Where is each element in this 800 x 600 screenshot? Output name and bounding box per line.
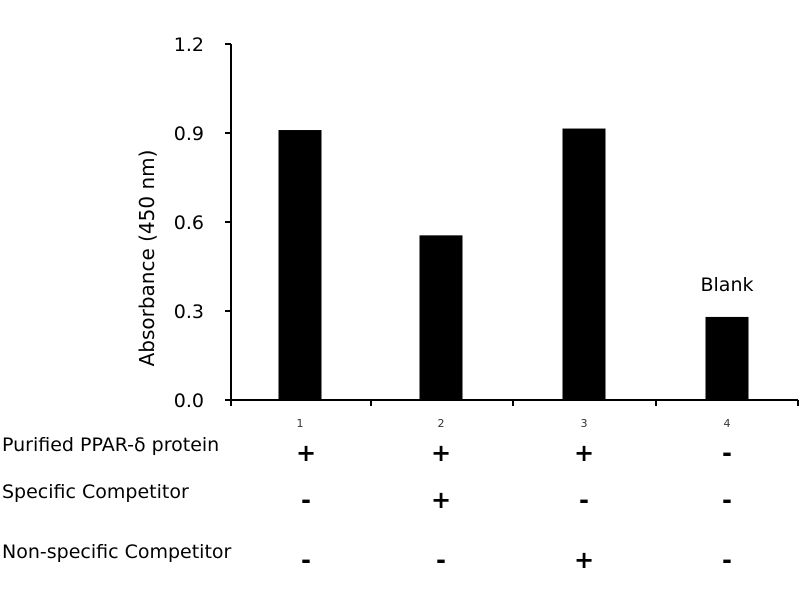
condition-label: Specific Competitor: [2, 481, 189, 503]
condition-label: Purified PPAR-δ protein: [2, 434, 219, 456]
y-tick-label: 0.6: [174, 212, 204, 234]
x-tick-label: 3: [581, 417, 588, 430]
condition-sign: -: [301, 546, 311, 574]
condition-sign: -: [579, 486, 589, 514]
y-tick-label: 1.2: [174, 34, 204, 56]
bar-3: [562, 128, 606, 401]
y-tick-label: 0.9: [174, 123, 204, 145]
bar-4: [705, 316, 749, 400]
condition-sign: -: [436, 546, 446, 574]
x-tick-label: 2: [438, 417, 445, 430]
y-tick-label: 0.3: [174, 301, 204, 323]
condition-table: Purified PPAR-δ protein + + + - Specific Comp…: [2, 434, 732, 574]
y-tick-label: 0.0: [174, 390, 204, 412]
bar-1: [278, 130, 322, 401]
y-axis-label: Absorbance (450 nm): [135, 150, 159, 367]
condition-sign: +: [431, 439, 451, 467]
condition-sign: -: [722, 546, 732, 574]
x-tick-label: 4: [724, 417, 731, 430]
axes: [225, 43, 799, 406]
annotation-blank: Blank: [700, 274, 753, 296]
x-tick-label: 1: [297, 417, 304, 430]
condition-sign: +: [296, 439, 316, 467]
condition-label: Non-specific Competitor: [2, 541, 232, 563]
condition-sign: -: [722, 486, 732, 514]
condition-sign: -: [722, 439, 732, 467]
bars: [278, 128, 749, 401]
condition-sign: +: [574, 439, 594, 467]
bar-2: [419, 235, 463, 400]
condition-sign: +: [431, 486, 451, 514]
condition-sign: +: [574, 546, 594, 574]
labels: 0.0 0.3 0.6 0.9 1.2 1 2 3 4 Blank: [174, 34, 754, 430]
condition-sign: -: [301, 486, 311, 514]
